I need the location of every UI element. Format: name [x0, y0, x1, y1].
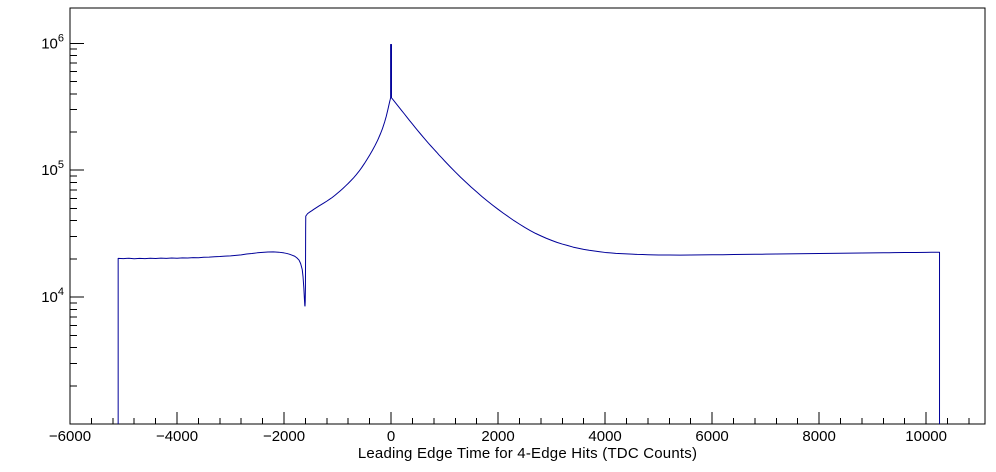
x-tick-label: 8000 — [802, 428, 835, 445]
x-tick-label: −6000 — [49, 428, 91, 445]
x-tick-label: 10000 — [905, 428, 947, 445]
x-tick-label: −4000 — [156, 428, 198, 445]
x-tick-label: 0 — [387, 428, 395, 445]
x-axis-title: Leading Edge Time for 4-Edge Hits (TDC C… — [357, 445, 698, 462]
y-tick-label: 104 — [41, 286, 64, 306]
x-tick-label: 6000 — [695, 428, 728, 445]
x-tick-label: −2000 — [263, 428, 305, 445]
y-tick-label: 105 — [41, 159, 64, 179]
x-tick-label: 4000 — [588, 428, 621, 445]
histogram-line — [117, 43, 941, 424]
x-tick-label: 2000 — [481, 428, 514, 445]
y-tick-label: 106 — [41, 32, 64, 52]
plot-frame — [69, 7, 986, 425]
